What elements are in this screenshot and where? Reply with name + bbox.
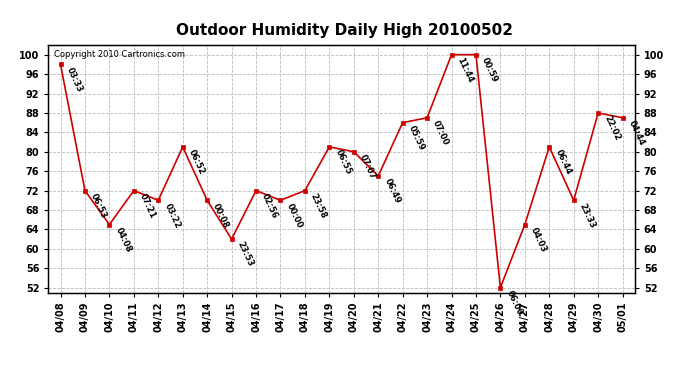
Text: 23:58: 23:58 (309, 192, 328, 220)
Text: 00:59: 00:59 (480, 56, 500, 84)
Text: 23:53: 23:53 (236, 240, 255, 268)
Text: 06:55: 06:55 (333, 148, 353, 176)
Text: 06:53: 06:53 (89, 192, 108, 220)
Text: 22:02: 22:02 (602, 114, 622, 142)
Text: 00:00: 00:00 (284, 202, 304, 229)
Text: 05:59: 05:59 (407, 124, 426, 152)
Text: 06:49: 06:49 (382, 177, 402, 206)
Text: 03:33: 03:33 (65, 66, 84, 93)
Text: 07:07: 07:07 (358, 153, 377, 181)
Text: Copyright 2010 Cartronics.com: Copyright 2010 Cartronics.com (55, 50, 185, 59)
Text: 23:33: 23:33 (578, 202, 598, 229)
Text: 07:21: 07:21 (138, 192, 157, 220)
Text: 04:03: 04:03 (529, 226, 549, 254)
Text: 03:22: 03:22 (162, 202, 182, 229)
Text: 06:00: 06:00 (504, 289, 524, 317)
Text: 00:08: 00:08 (211, 202, 230, 229)
Text: 04:44: 04:44 (627, 119, 647, 147)
Text: 11:44: 11:44 (455, 56, 475, 84)
Text: 06:44: 06:44 (553, 148, 573, 176)
Text: 02:56: 02:56 (260, 192, 279, 220)
Text: 07:00: 07:00 (431, 119, 451, 147)
Text: 04:08: 04:08 (114, 226, 133, 254)
Text: Outdoor Humidity Daily High 20100502: Outdoor Humidity Daily High 20100502 (177, 22, 513, 38)
Text: 06:52: 06:52 (187, 148, 206, 176)
